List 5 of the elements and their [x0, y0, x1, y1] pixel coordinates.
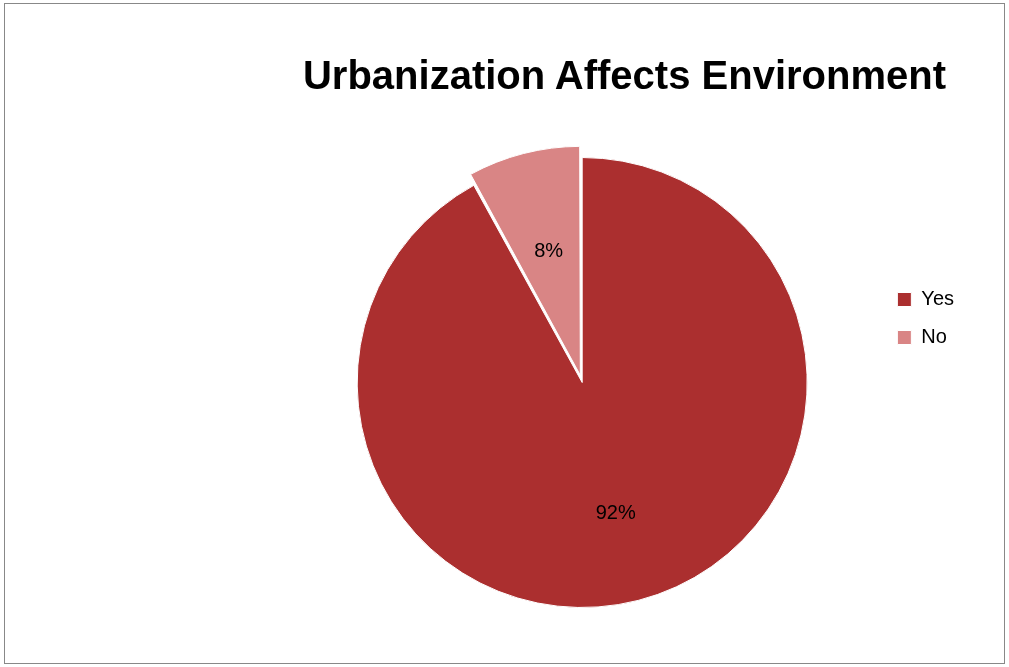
data-label: 8%: [534, 239, 564, 262]
legend-label: Yes: [921, 287, 955, 310]
data-label: 92%: [595, 500, 636, 523]
chart-title: Urbanization Affects Environment: [302, 53, 947, 98]
legend-label: No: [921, 325, 947, 348]
